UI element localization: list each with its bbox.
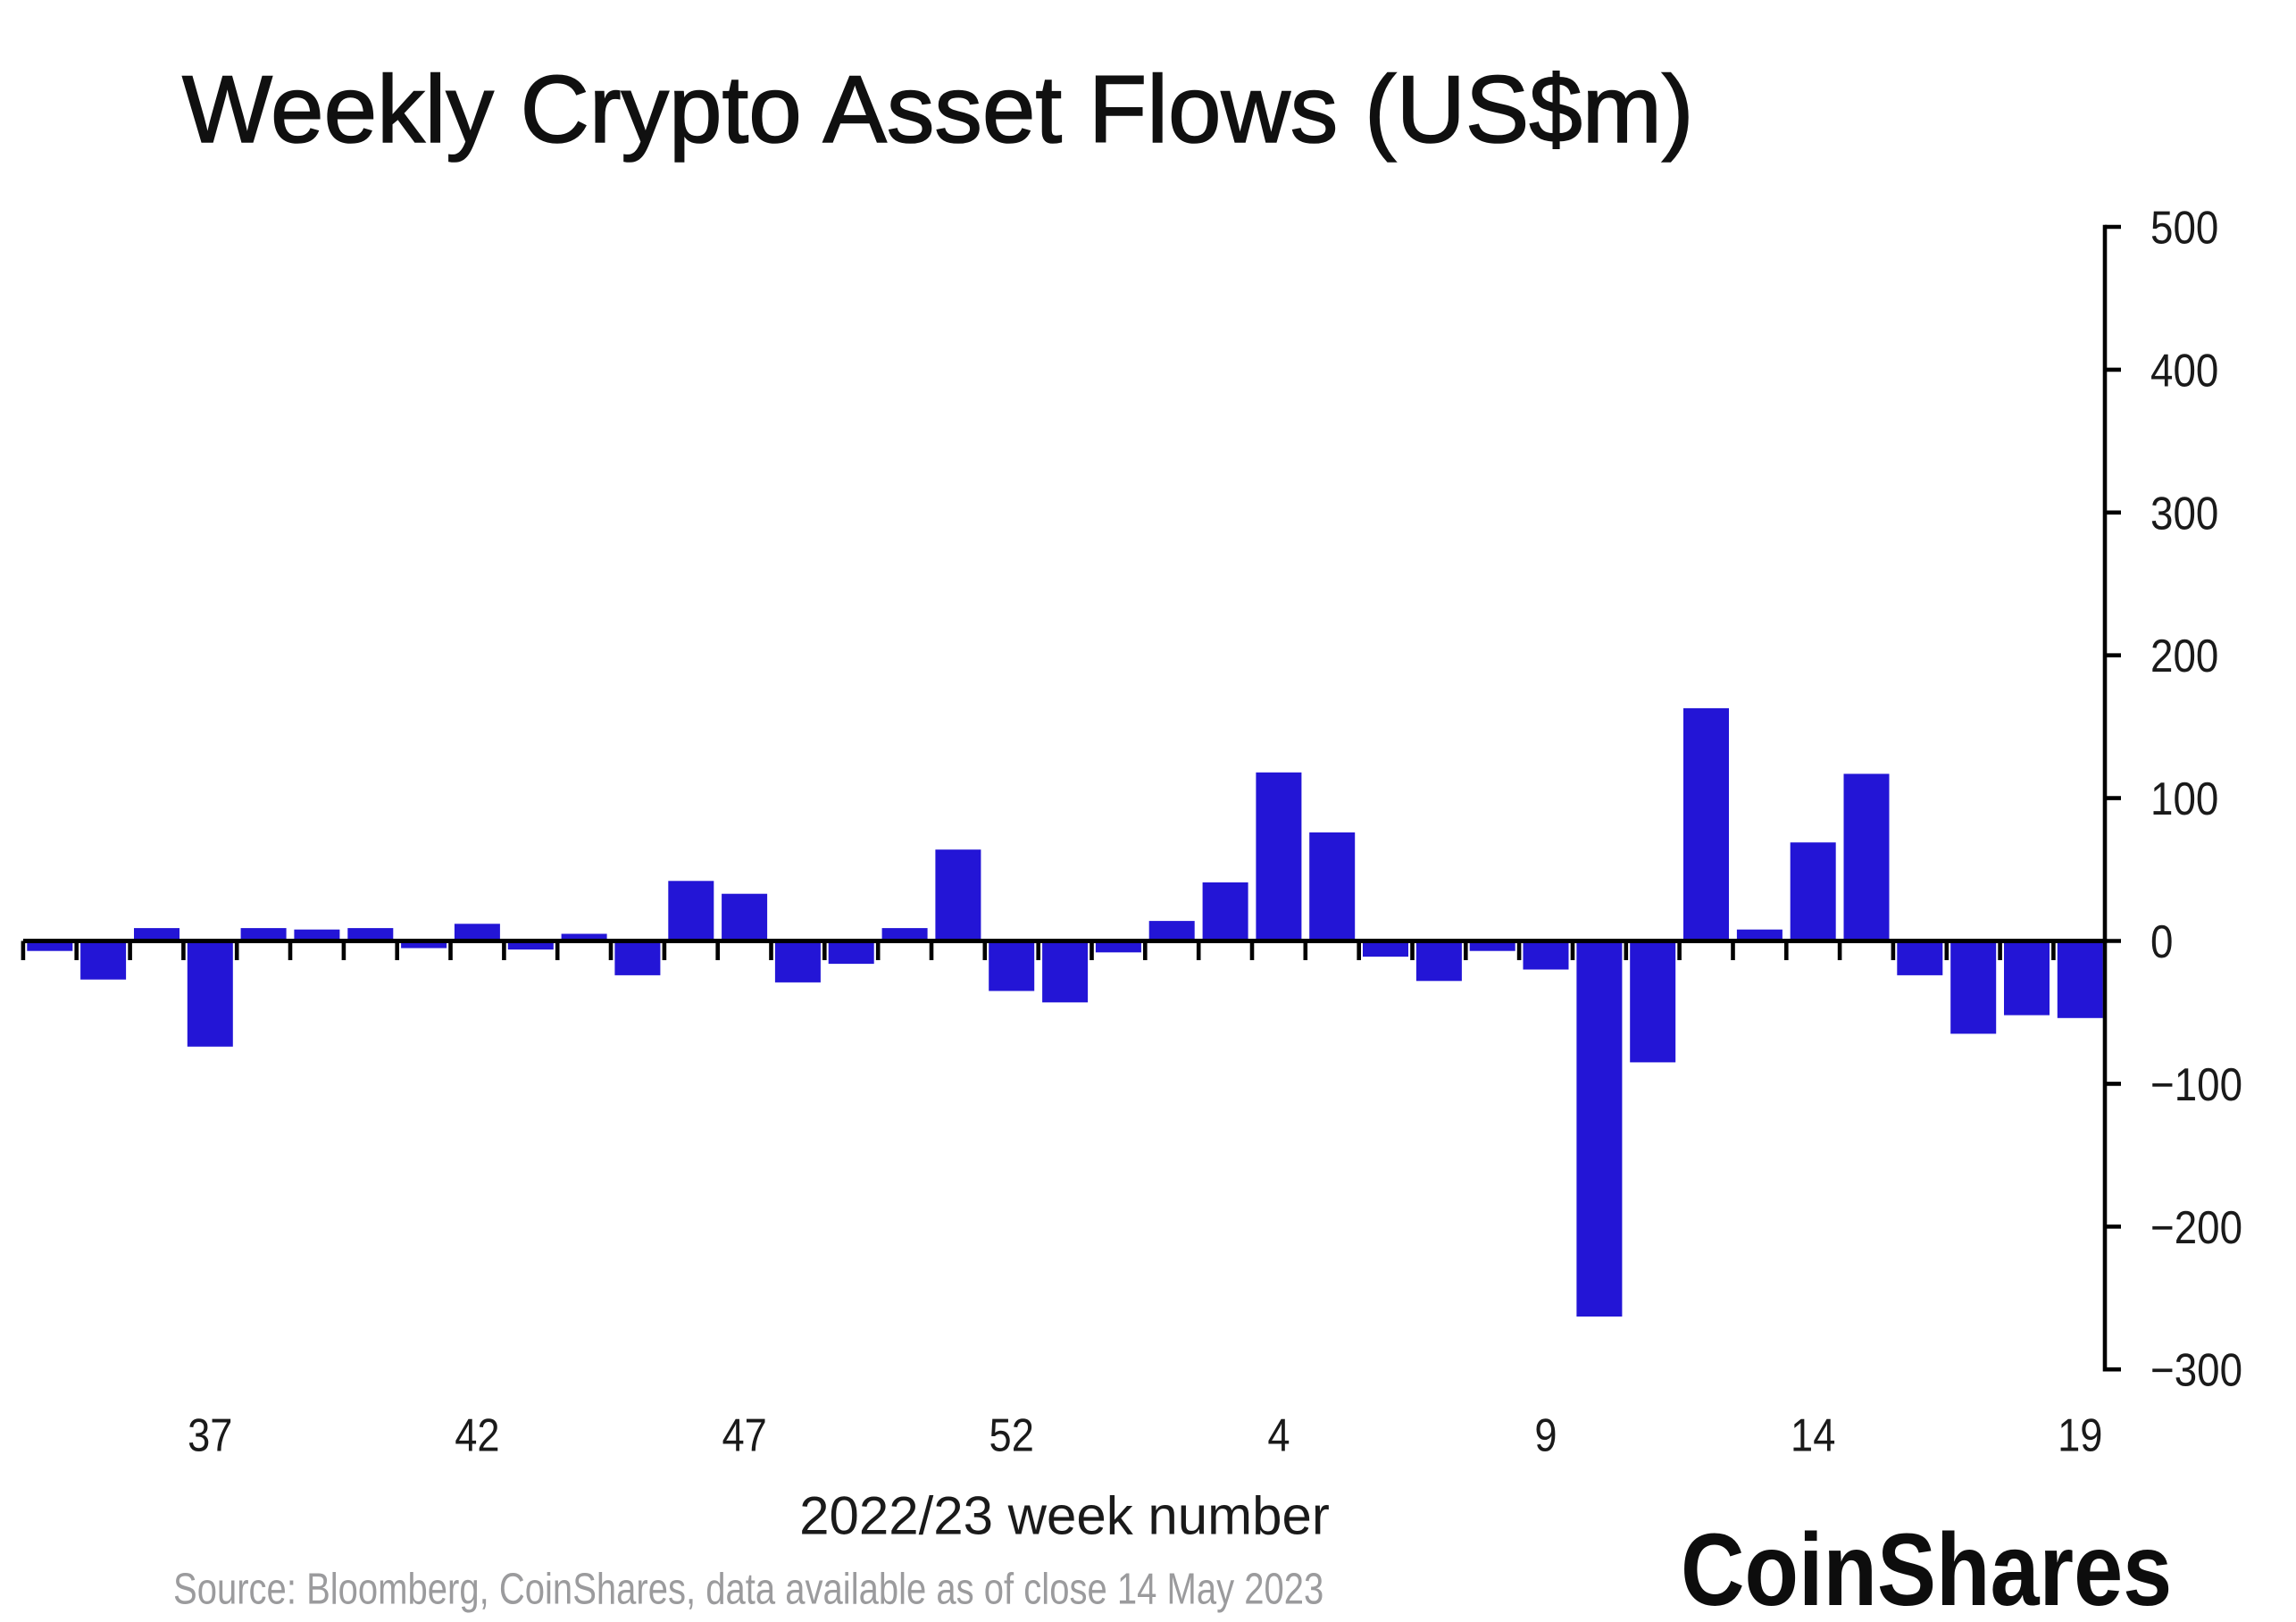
svg-text:−100: −100	[2150, 1059, 2242, 1110]
svg-text:52: 52	[989, 1410, 1034, 1462]
svg-text:37: 37	[188, 1410, 232, 1462]
svg-text:0: 0	[2150, 916, 2173, 967]
svg-text:Weekly Crypto Asset Flows (US$: Weekly Crypto Asset Flows (US$m)	[182, 55, 1694, 163]
svg-text:9: 9	[1534, 1410, 1557, 1462]
svg-text:4: 4	[1267, 1410, 1290, 1462]
svg-text:42: 42	[455, 1410, 499, 1462]
svg-text:500: 500	[2150, 203, 2218, 254]
svg-text:14: 14	[1791, 1410, 1835, 1462]
svg-text:400: 400	[2150, 346, 2218, 397]
svg-text:CoinShares: CoinShares	[1681, 1512, 2172, 1622]
svg-text:300: 300	[2150, 489, 2218, 539]
svg-text:100: 100	[2150, 773, 2218, 824]
svg-text:47: 47	[722, 1410, 766, 1462]
svg-text:200: 200	[2150, 631, 2218, 682]
svg-text:−300: −300	[2150, 1345, 2242, 1396]
svg-text:2022/23 week number: 2022/23 week number	[799, 1486, 1330, 1546]
svg-text:Source: Bloomberg, CoinShares,: Source: Bloomberg, CoinShares, data avai…	[173, 1565, 1323, 1614]
svg-text:19: 19	[2058, 1410, 2102, 1462]
svg-text:−200: −200	[2150, 1202, 2242, 1253]
